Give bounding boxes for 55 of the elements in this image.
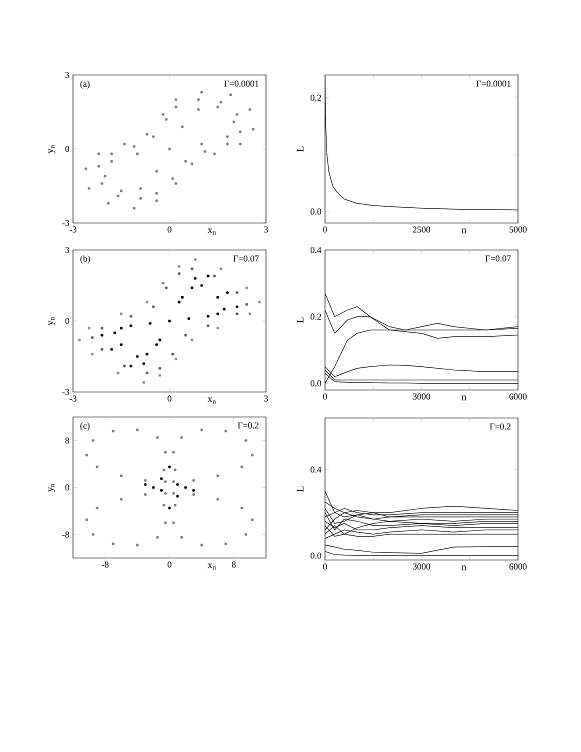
x-tick-label: 0 [323, 564, 327, 570]
y-tick-label: 3 [65, 246, 70, 254]
x-tick-label: 0 [168, 562, 172, 568]
y-axis-title: y$_{n}$ [48, 484, 56, 492]
x-tick-label: 0 [168, 396, 172, 402]
y-tick-label: 0.2 [310, 94, 321, 101]
annotation: (a) [80, 80, 90, 89]
y-tick-label: 0.0 [310, 552, 322, 559]
y-tick-label: 0.4 [310, 246, 322, 254]
x-tick-label: -8 [102, 562, 109, 568]
annotation: (c) [80, 422, 90, 431]
y-tick-label: 0.2 [310, 314, 321, 320]
x-axis-title: x$_{n}$ [208, 228, 216, 235]
y-tick-label: 0 [65, 146, 70, 152]
y-axis-title: y$_{n}$ [48, 145, 56, 154]
x-axis-title: x$_{n}$ [208, 398, 216, 404]
x-tick-label: 6000 [509, 564, 527, 570]
annotation: Γ=0.0001 [476, 80, 510, 87]
x-tick-label: 2500 [412, 226, 430, 233]
annotation: Γ=0.2 [238, 422, 259, 429]
x-tick-label: 3000 [412, 394, 430, 400]
x-axis-title: n [462, 566, 466, 570]
y-tick-label: 0.0 [310, 380, 322, 386]
x-axis-title: x$_{n}$ [208, 564, 216, 570]
y-axis-title: L [296, 486, 304, 492]
y-axis-title: L [296, 146, 304, 152]
x-axis-title: n [462, 396, 466, 400]
x-tick-label: -3 [70, 396, 76, 402]
x-axis-title: n [462, 228, 466, 234]
x-tick-label: 0 [323, 394, 327, 400]
x-tick-label: -3 [70, 226, 76, 233]
y-tick-label: 0 [65, 484, 70, 491]
annotation: Γ=0.0001 [224, 80, 258, 87]
annotation: (b) [80, 255, 90, 264]
y-tick-label: 0.0 [310, 208, 322, 215]
y-tick-label: -3 [62, 220, 70, 226]
annotation: Γ=0.07 [233, 255, 259, 262]
y-tick-label: -8 [62, 531, 70, 538]
x-tick-label: 5000 [510, 226, 527, 233]
x-tick-label: 0 [168, 226, 172, 233]
x-tick-label: 0 [323, 226, 327, 233]
y-tick-label: 8 [65, 437, 70, 444]
x-tick-label: 3 [264, 396, 268, 402]
x-tick-label: 6000 [509, 394, 527, 400]
annotation: Γ=0.07 [485, 255, 511, 262]
y-tick-label: 0 [65, 318, 70, 324]
y-axis-title: y$_{n}$ [48, 317, 56, 326]
x-tick-label: 8 [232, 562, 236, 568]
y-tick-label: 3 [65, 72, 70, 78]
y-tick-label: 0.4 [310, 466, 322, 473]
annotation: Γ=0.2 [490, 423, 511, 430]
y-tick-label: -3 [62, 388, 70, 396]
x-tick-label: 3 [264, 226, 268, 233]
y-axis-title: L [296, 318, 304, 323]
x-tick-label: 3000 [412, 564, 430, 570]
